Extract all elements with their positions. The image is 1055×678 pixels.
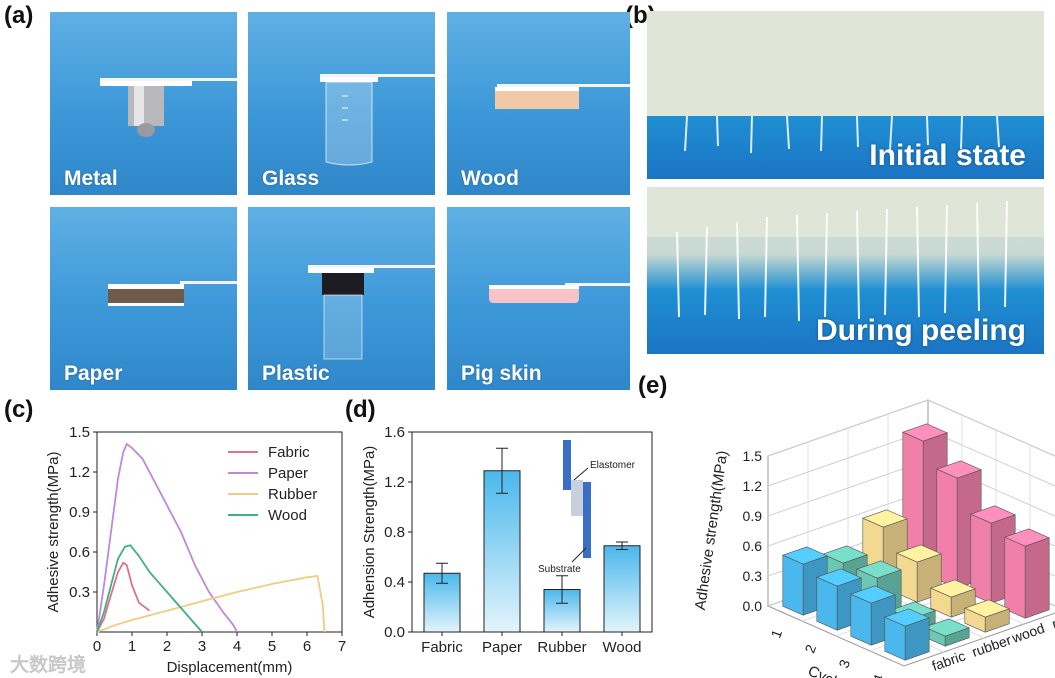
metal-sample-illustration: [100, 78, 237, 137]
series-line-rubber: [96, 575, 326, 633]
photo-pig-skin: Pig skin: [447, 207, 630, 390]
x-tick-label: 1: [767, 627, 785, 640]
panel-label-e: (e): [638, 372, 668, 399]
z-tick-label: 1.5: [743, 448, 763, 464]
inset-elastomer-strip: [563, 440, 571, 490]
y-tick-label: 0.8: [384, 524, 405, 541]
x-tick-label: 0: [93, 638, 101, 655]
legend-label: Rubber: [268, 486, 317, 503]
photo-paper: Paper: [50, 207, 237, 390]
legend-label: Wood: [268, 507, 307, 524]
x-axis-label: Displacement(mm): [167, 659, 293, 676]
x-tick-label: Wood: [603, 639, 642, 656]
legend-label: Paper: [268, 465, 308, 482]
photo-initial-state: Initial state: [647, 11, 1044, 179]
bar-paper: [483, 470, 521, 633]
panel-label-c: (c): [4, 396, 34, 423]
x-tick-label: 2: [801, 642, 819, 655]
glass-sample-illustration: [320, 74, 435, 166]
x-tick-label: 4: [869, 672, 887, 678]
chart-e: 0.0 0.3 0.6 0.9 1.2 1.5 Adhesive strength(MPa)…: [692, 399, 1055, 678]
pig-skin-sample-illustration: [489, 283, 630, 303]
photo-label: Pig skin: [461, 362, 542, 385]
photo-label: Paper: [64, 362, 123, 385]
y-tick-label: 0.6: [69, 544, 90, 561]
photo-plastic: Plastic: [248, 207, 435, 390]
z-tick-label: 0.0: [743, 598, 763, 614]
series-label-paper: paper: [1050, 605, 1055, 632]
photo-metal: Metal: [50, 12, 237, 195]
x-tick-label: Rubber: [537, 639, 586, 656]
chart-c: 0 1 2 3 4 5 6 7 0.3 0.6 0.9 1.2 1.5 Displacement(mm) A…: [45, 424, 346, 676]
x-tick-label: 5: [268, 638, 276, 655]
photo-during-peeling: During peeling: [647, 187, 1044, 354]
x-tick-label: 4: [233, 638, 241, 655]
panel-label-d: (d): [345, 396, 376, 423]
y-tick-label: 1.2: [69, 464, 90, 481]
inset-overlap: [571, 480, 583, 516]
inset-pointer: [573, 467, 589, 481]
paper-sample-illustration: [108, 281, 237, 306]
inset-pointer: [571, 547, 587, 563]
z-grid-line: [767, 399, 1055, 457]
plastic-sample-illustration: [308, 265, 435, 360]
z-axis-label: Adhesive strength(MPa): [692, 450, 731, 612]
watermark: 大数跨境: [10, 655, 87, 676]
y-tick-label: 1.6: [384, 424, 405, 441]
bar3d-fabric-cycle1-front: [782, 554, 804, 616]
bar3d-fabric-cycle3-front: [850, 593, 872, 646]
plot-frame: [96, 431, 343, 633]
inset-label: Substrate: [538, 564, 581, 575]
bar3d-wood-cycle4-side: [984, 608, 1010, 633]
y-axis-label: Adhesive strength(MPa): [45, 452, 62, 613]
chart-d: 0.0 0.4 0.8 1.2 1.6 Adhension Strength(MPa) Fa…: [361, 424, 653, 656]
bar3d-rubber-cycle4-side: [944, 627, 970, 647]
x-tick-label: 1: [128, 638, 136, 655]
x-tick-label: 3: [198, 638, 206, 655]
photo-glass: Glass: [248, 12, 435, 195]
x-tick-label: 7: [338, 638, 346, 655]
photo-label: Glass: [262, 167, 320, 190]
bar3d-fabric-cycle2-front: [816, 576, 838, 631]
bar-wood: [603, 545, 641, 633]
series-line-wood: [96, 544, 203, 633]
initial-fibrils-illustration: [647, 11, 1044, 154]
x-tick-label: Fabric: [421, 639, 463, 656]
y-tick-label: 0.4: [384, 574, 405, 591]
y-tick-label: 0.9: [69, 504, 90, 521]
y-tick-label: 1.2: [384, 474, 405, 491]
photo-label: Metal: [64, 167, 118, 190]
y-tick-label: 0.3: [69, 584, 90, 601]
x-tick-label: 2: [163, 638, 171, 655]
bar3d-paper-cycle4-side: [1024, 537, 1050, 619]
peeling-fibrils-illustration: [647, 187, 1044, 322]
y-axis-label: Adhension Strength(MPa): [361, 446, 378, 619]
series-line-paper: [96, 442, 238, 633]
bar3d-fabric-cycle4-side: [904, 617, 930, 661]
photo-label: During peeling: [816, 314, 1026, 347]
inset-substrate-strip: [583, 482, 591, 558]
x-tick-label: 3: [835, 657, 853, 670]
y-tick-label: 1.5: [69, 424, 90, 441]
photo-label: Wood: [461, 167, 519, 190]
y-tick-label: 0.0: [384, 624, 405, 641]
inset-label: Elastomer: [590, 460, 636, 471]
legend-label: Fabric: [268, 444, 310, 461]
x-tick-label: Paper: [482, 639, 522, 656]
z-tick-label: 0.6: [743, 538, 763, 554]
photo-wood: Wood: [447, 12, 630, 195]
photo-label: Plastic: [262, 362, 330, 385]
z-tick-label: 1.2: [743, 478, 763, 494]
z-tick-label: 0.3: [743, 568, 763, 584]
photo-label: Initial state: [869, 139, 1026, 172]
series-line-fabric: [96, 561, 151, 633]
bar3d-paper-cycle4-front: [1004, 536, 1026, 619]
wood-sample-illustration: [495, 84, 630, 109]
z-tick-label: 0.9: [743, 508, 763, 524]
panel-label-a: (a): [4, 2, 34, 29]
x-tick-label: 6: [303, 638, 311, 655]
